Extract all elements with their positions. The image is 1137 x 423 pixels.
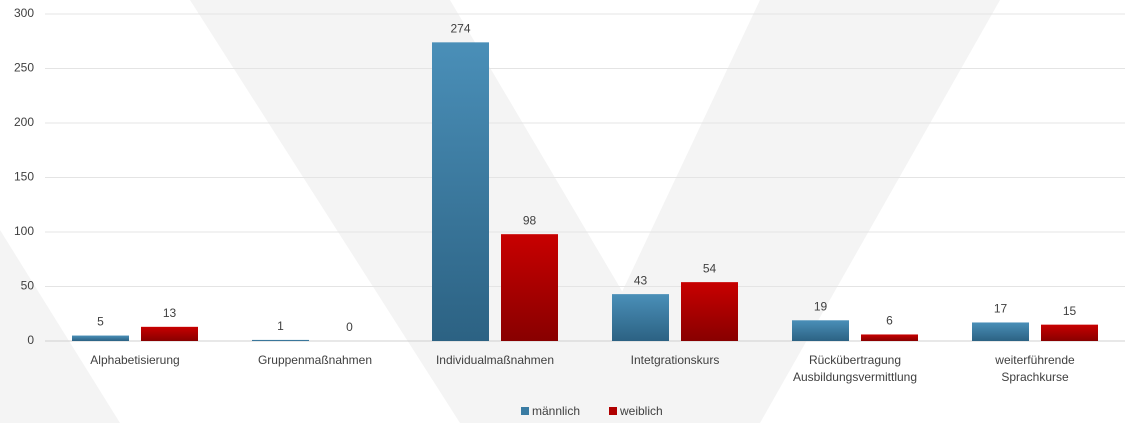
bar bbox=[861, 334, 918, 341]
y-tick-label: 0 bbox=[27, 333, 34, 347]
x-tick-label: Rückübertragung Ausbildungsvermittlung bbox=[792, 353, 918, 384]
x-tick-label: Individualmaßnahmen bbox=[435, 353, 555, 367]
x-tick-label: Intetgrationskurs bbox=[630, 353, 720, 367]
bar bbox=[681, 282, 738, 341]
y-tick-label: 100 bbox=[14, 224, 34, 238]
bar bbox=[1041, 324, 1098, 341]
bar bbox=[972, 322, 1029, 341]
legend-swatch bbox=[521, 407, 529, 415]
bar bbox=[72, 335, 129, 341]
bar bbox=[141, 326, 198, 341]
data-label: 0 bbox=[346, 320, 353, 334]
data-label: 19 bbox=[814, 299, 828, 313]
data-label: 274 bbox=[450, 22, 470, 36]
data-label: 17 bbox=[994, 302, 1008, 316]
data-label: 13 bbox=[163, 306, 177, 320]
y-tick-label: 300 bbox=[14, 6, 34, 20]
data-label: 15 bbox=[1063, 304, 1077, 318]
y-tick-label: 200 bbox=[14, 115, 34, 129]
legend-swatch bbox=[609, 407, 617, 415]
data-label: 1 bbox=[277, 319, 284, 333]
y-tick-label: 50 bbox=[21, 279, 35, 293]
data-label: 54 bbox=[703, 261, 717, 275]
data-label: 6 bbox=[886, 314, 893, 328]
x-tick-label: weiterführende Sprachkurse bbox=[995, 353, 1075, 384]
bar bbox=[432, 42, 489, 342]
y-tick-label: 150 bbox=[14, 170, 34, 184]
bar bbox=[612, 294, 669, 341]
data-label: 5 bbox=[97, 315, 104, 329]
legend-label: männlich bbox=[532, 404, 580, 418]
bar bbox=[252, 339, 309, 341]
x-tick-label: Alphabetisierung bbox=[90, 353, 180, 367]
legend-label: weiblich bbox=[619, 404, 663, 418]
y-tick-label: 250 bbox=[14, 61, 34, 75]
x-tick-label: Gruppenmaßnahmen bbox=[257, 353, 373, 367]
bar bbox=[501, 234, 558, 341]
data-label: 43 bbox=[634, 273, 648, 287]
bar bbox=[792, 320, 849, 341]
data-label: 98 bbox=[523, 213, 537, 227]
